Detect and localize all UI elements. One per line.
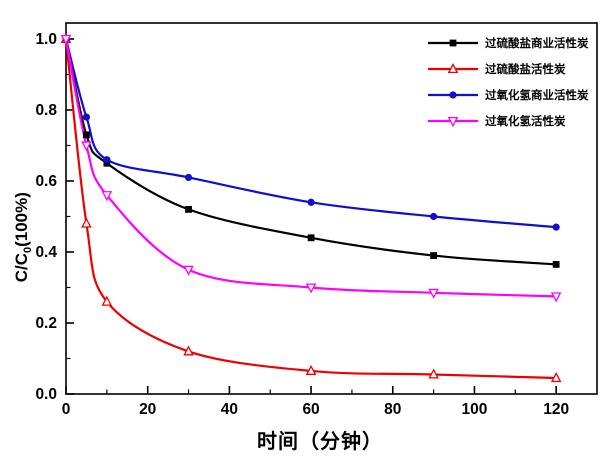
legend-label: 过氧化氢商业活性炭	[485, 90, 589, 102]
x-axis-title: 时间（分钟）	[257, 431, 383, 453]
series-2-marker	[82, 113, 91, 121]
plot-frame	[65, 22, 598, 395]
series-3-marker	[81, 141, 92, 152]
y-tick-label: 0.8	[35, 102, 57, 119]
y-tick-label: 0.0	[35, 386, 57, 403]
x-tick-label: 100	[462, 401, 488, 418]
legend-label: 过氧化氢活性炭	[485, 116, 566, 128]
x-tick-label: 60	[302, 401, 319, 418]
series-0-marker	[185, 205, 192, 213]
legend-sample-triangle-down-open-icon	[428, 116, 478, 127]
series-2-marker	[307, 198, 315, 206]
legend-label: 过硫酸盐商业活性炭	[485, 38, 589, 50]
series-2-marker	[103, 156, 111, 164]
legend-sample-triangle-up-open-icon	[428, 63, 478, 74]
y-axis-title-prefix: C/C	[11, 253, 31, 283]
legend-marker	[449, 91, 457, 99]
series-1-marker	[550, 372, 562, 383]
y-tick-label: 0.4	[35, 244, 57, 261]
series-3-marker	[305, 283, 317, 294]
legend-item-0: 过硫酸盐商业活性炭	[427, 30, 589, 56]
x-tick-label: 40	[221, 401, 238, 418]
series-3-marker	[101, 191, 113, 202]
legend-marker	[449, 39, 457, 47]
series-0-marker	[307, 234, 315, 242]
series-2-marker	[552, 223, 560, 231]
series-3-marker	[428, 288, 439, 299]
y-tick-label: 1.0	[35, 31, 57, 48]
series-1-marker	[183, 345, 194, 356]
series-2-marker	[430, 212, 438, 221]
series-0-marker	[552, 261, 560, 268]
series-curve-2	[64, 37, 558, 229]
x-tick-label: 0	[62, 401, 71, 418]
x-tick-label: 80	[384, 401, 401, 418]
series-1-marker	[101, 295, 113, 306]
series-1-marker	[428, 368, 439, 379]
y-axis-title-sub: 0	[22, 246, 35, 254]
y-tick-label: 0.2	[35, 315, 57, 332]
x-tick-label: 120	[543, 401, 569, 418]
series-3-marker	[60, 34, 72, 45]
y-axis-title: C/C0(100%)	[12, 152, 34, 322]
legend-marker	[447, 116, 459, 127]
legend-marker	[447, 63, 459, 74]
legend-label: 过硫酸盐活性炭	[485, 64, 566, 76]
series-0-marker	[83, 131, 90, 139]
legend-sample-circle-filled-icon	[428, 91, 478, 99]
legend-item-2: 过氧化氢商业活性炭	[427, 82, 589, 108]
series-3-marker	[550, 292, 562, 303]
series-1-marker	[305, 364, 317, 375]
x-tick-label: 20	[139, 401, 156, 418]
y-axis-title-suffix: (100%)	[11, 192, 31, 247]
series-0-marker	[430, 252, 438, 259]
legend-item-1: 过硫酸盐活性炭	[427, 56, 589, 82]
series-2-marker	[184, 173, 193, 182]
legend-sample-square-filled-icon	[428, 39, 478, 47]
legend-item-3: 过氧化氢活性炭	[427, 108, 589, 134]
y-tick-label: 0.6	[35, 173, 57, 190]
series-1-marker	[81, 217, 92, 228]
legend: 过硫酸盐商业活性炭 过硫酸盐活性炭过氧化氢商业活性炭 过氧化氢活性炭	[427, 30, 589, 134]
series-3-marker	[183, 265, 194, 276]
